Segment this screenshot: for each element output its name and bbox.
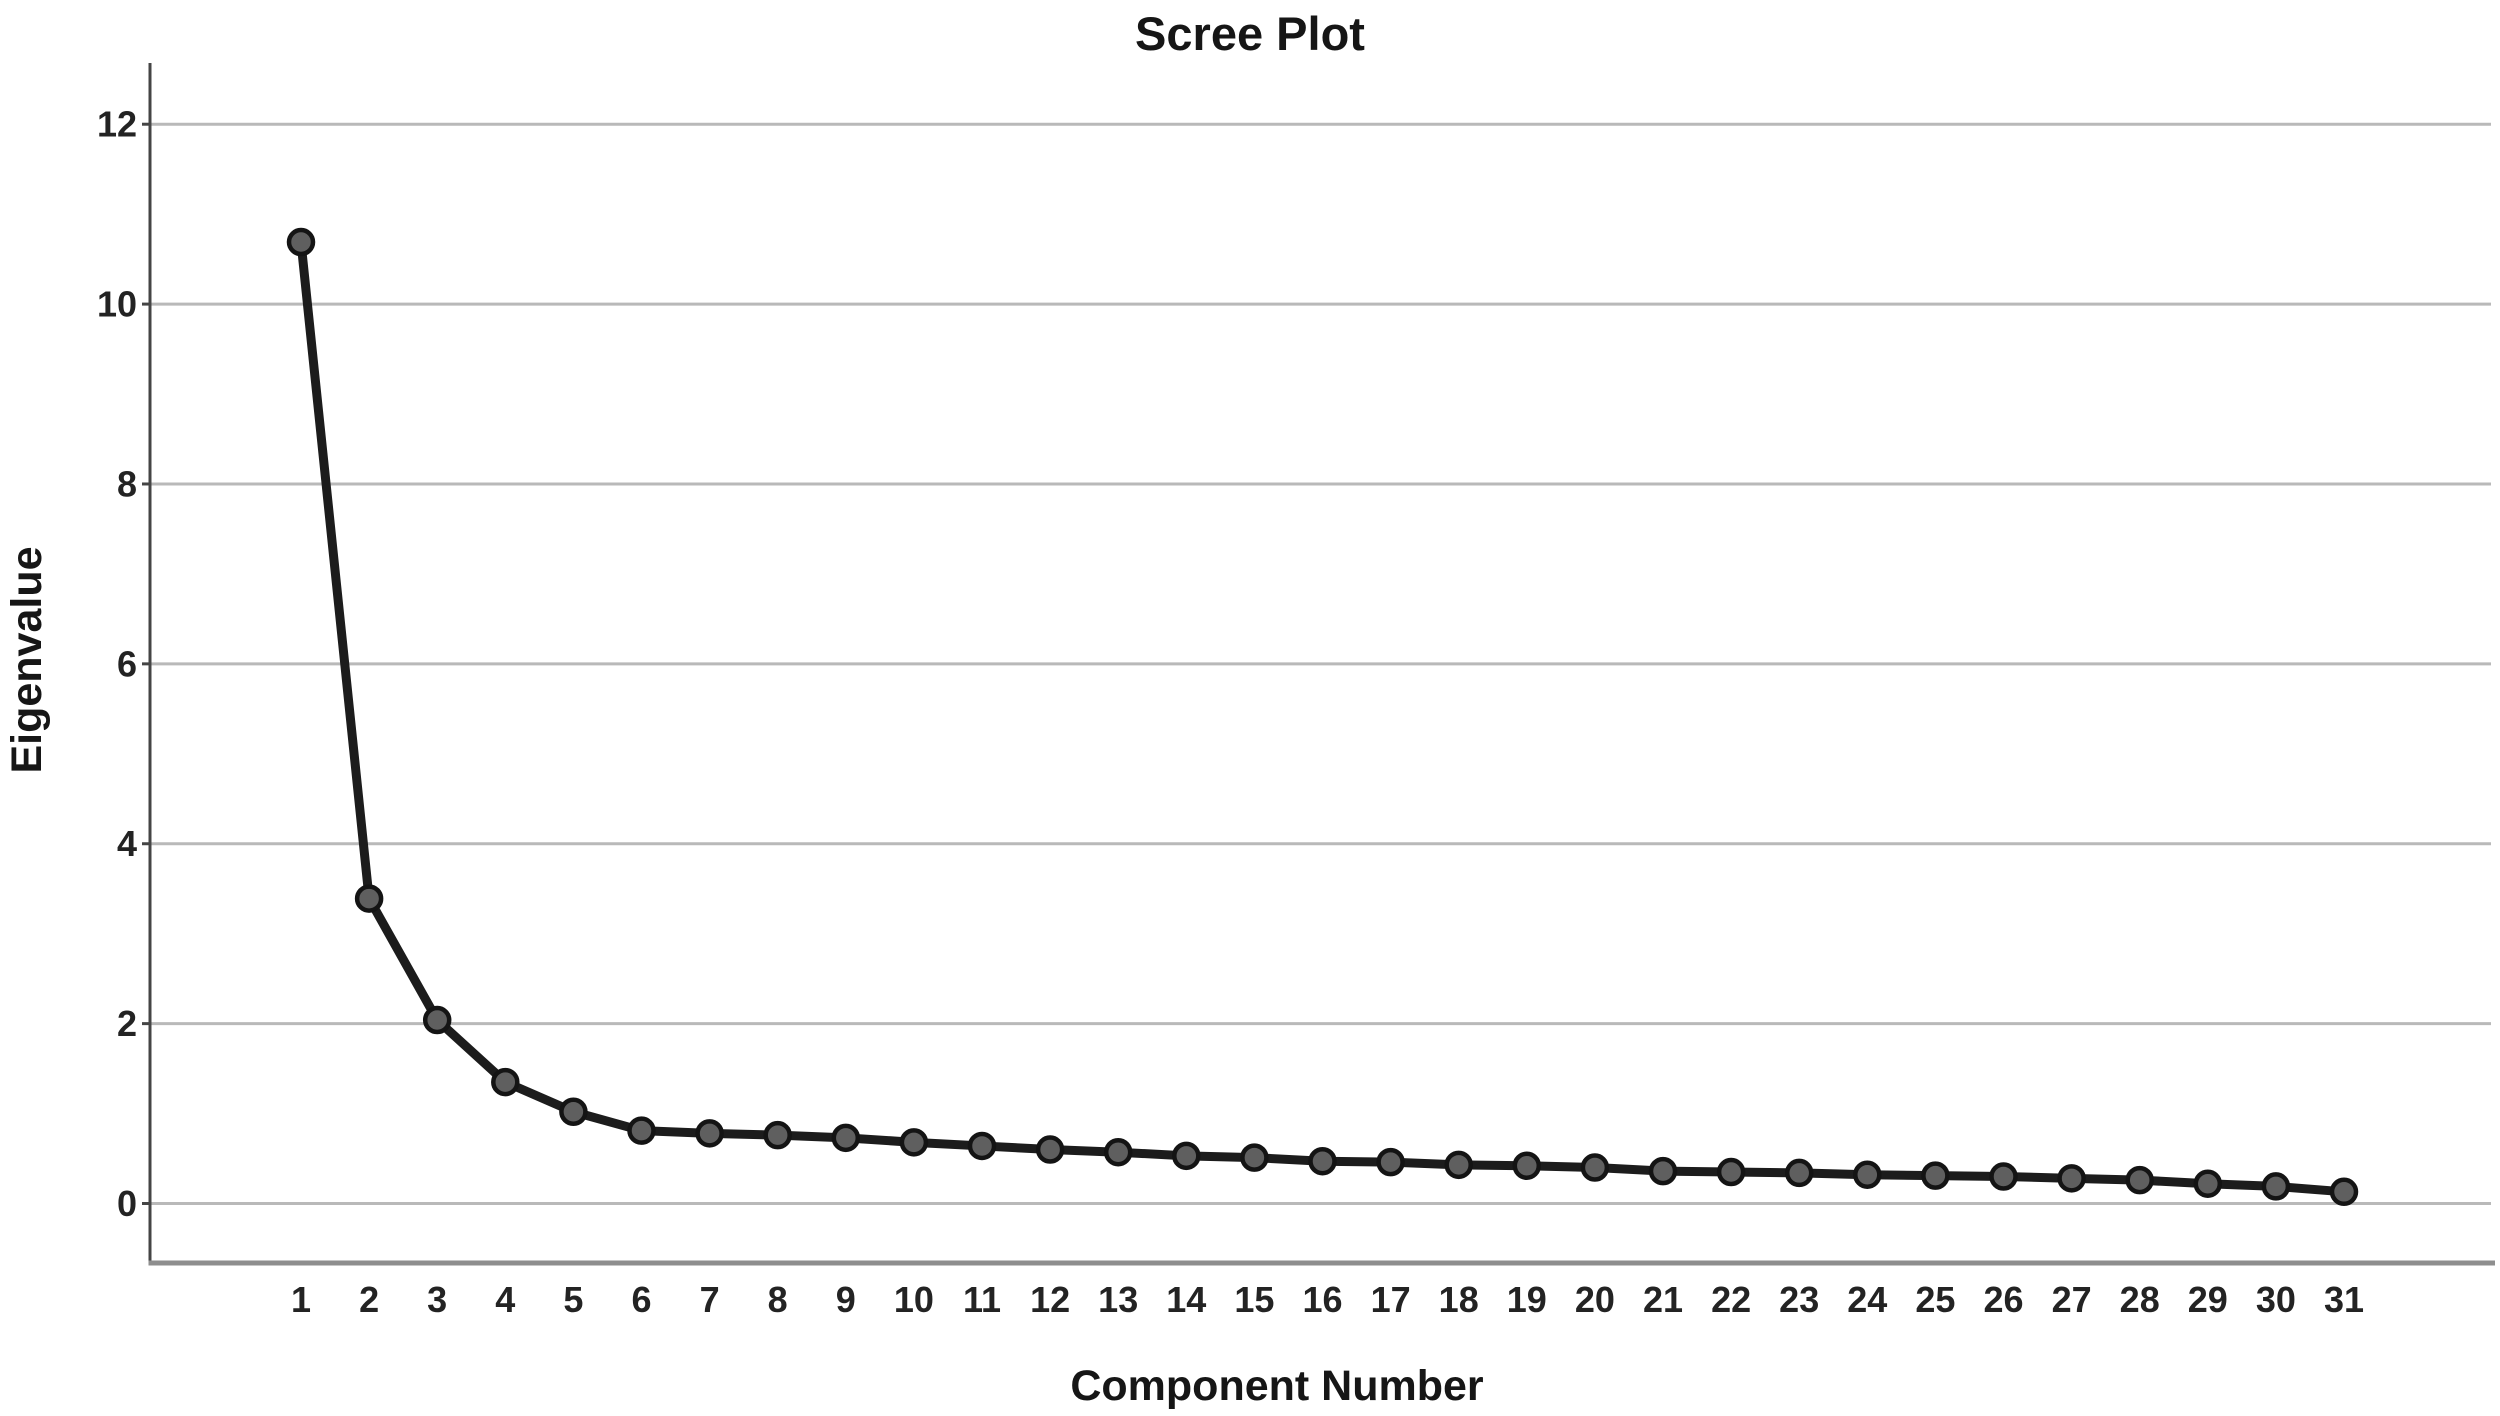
x-tick-label: 14: [1166, 1279, 1206, 1320]
data-point-5: [559, 1097, 588, 1127]
x-tick-label: 7: [700, 1279, 720, 1320]
x-tick-label: 20: [1575, 1279, 1615, 1320]
data-point-9: [831, 1123, 861, 1153]
data-point-8: [763, 1120, 792, 1150]
x-tick-label: 5: [563, 1279, 583, 1320]
x-tick-label: 6: [631, 1279, 651, 1320]
x-tick-label: 9: [836, 1279, 856, 1320]
y-tick-label: 10: [97, 284, 137, 325]
data-point-16: [1308, 1146, 1337, 1176]
data-point-25: [1921, 1161, 1950, 1190]
x-tick-label: 1: [291, 1279, 311, 1320]
x-tick-label: 26: [1983, 1279, 2023, 1320]
x-tick-label: 23: [1779, 1279, 1819, 1320]
data-point-4: [491, 1067, 520, 1097]
data-point-2: [354, 884, 384, 913]
data-point-30: [2261, 1172, 2291, 1201]
data-point-3: [422, 1005, 452, 1035]
data-point-11: [967, 1131, 997, 1161]
x-tick-label: 10: [894, 1279, 934, 1320]
x-tick-label: 30: [2256, 1279, 2296, 1320]
y-tick-label: 6: [117, 643, 137, 684]
x-tick-label: 12: [1030, 1279, 1070, 1320]
scree-line: [296, 237, 2349, 1197]
y-tick-label: 2: [117, 1003, 137, 1044]
x-tick-label: 3: [427, 1279, 447, 1320]
x-tick-label: 24: [1847, 1279, 1887, 1320]
x-tick-label: 27: [2052, 1279, 2092, 1320]
data-point-17: [1376, 1147, 1405, 1177]
data-point-24: [1853, 1160, 1882, 1189]
x-axis-title: Component Number: [1070, 1362, 1484, 1410]
data-point-27: [2057, 1164, 2086, 1193]
data-point-12: [1035, 1135, 1065, 1164]
data-point-18: [1444, 1150, 1473, 1180]
x-tick-label: 28: [2120, 1279, 2160, 1320]
x-tick-label: 29: [2188, 1279, 2228, 1320]
data-point-31: [2329, 1177, 2359, 1207]
data-point-15: [1240, 1143, 1269, 1172]
x-tick-label: 21: [1643, 1279, 1683, 1320]
data-point-13: [1103, 1137, 1133, 1167]
data-point-20: [1580, 1153, 1610, 1182]
x-tick-label: 17: [1371, 1279, 1411, 1320]
y-tick-label: 4: [117, 823, 137, 864]
data-point-23: [1784, 1158, 1814, 1188]
data-point-19: [1512, 1151, 1542, 1180]
data-point-29: [2193, 1169, 2223, 1198]
x-tick-label: 16: [1302, 1279, 1342, 1320]
data-point-14: [1172, 1141, 1201, 1171]
x-tick-label: 11: [963, 1279, 1001, 1320]
y-tick-label: 12: [97, 104, 137, 145]
data-point-1: [286, 227, 316, 257]
x-tick-label: 13: [1098, 1279, 1138, 1320]
x-tick-label: 4: [495, 1279, 515, 1320]
data-point-6: [627, 1116, 656, 1145]
x-tick-label: 8: [768, 1279, 788, 1320]
data-point-22: [1716, 1157, 1746, 1187]
x-tick-label: 19: [1507, 1279, 1547, 1320]
data-point-10: [899, 1128, 929, 1157]
data-point-21: [1648, 1156, 1678, 1186]
data-point-7: [695, 1119, 724, 1148]
x-tick-label: 15: [1234, 1279, 1274, 1320]
x-tick-label: 22: [1711, 1279, 1751, 1320]
data-point-26: [1989, 1162, 2018, 1191]
y-tick-label: 8: [117, 463, 137, 504]
x-tick-label: 18: [1439, 1279, 1479, 1320]
x-tick-label: 31: [2324, 1279, 2364, 1320]
x-tick-label: 2: [359, 1279, 379, 1320]
chart-title: Scree Plot: [1135, 7, 1365, 60]
x-tick-label: 25: [1915, 1279, 1955, 1320]
data-point-28: [2125, 1165, 2154, 1195]
y-tick-label: 0: [117, 1183, 137, 1224]
